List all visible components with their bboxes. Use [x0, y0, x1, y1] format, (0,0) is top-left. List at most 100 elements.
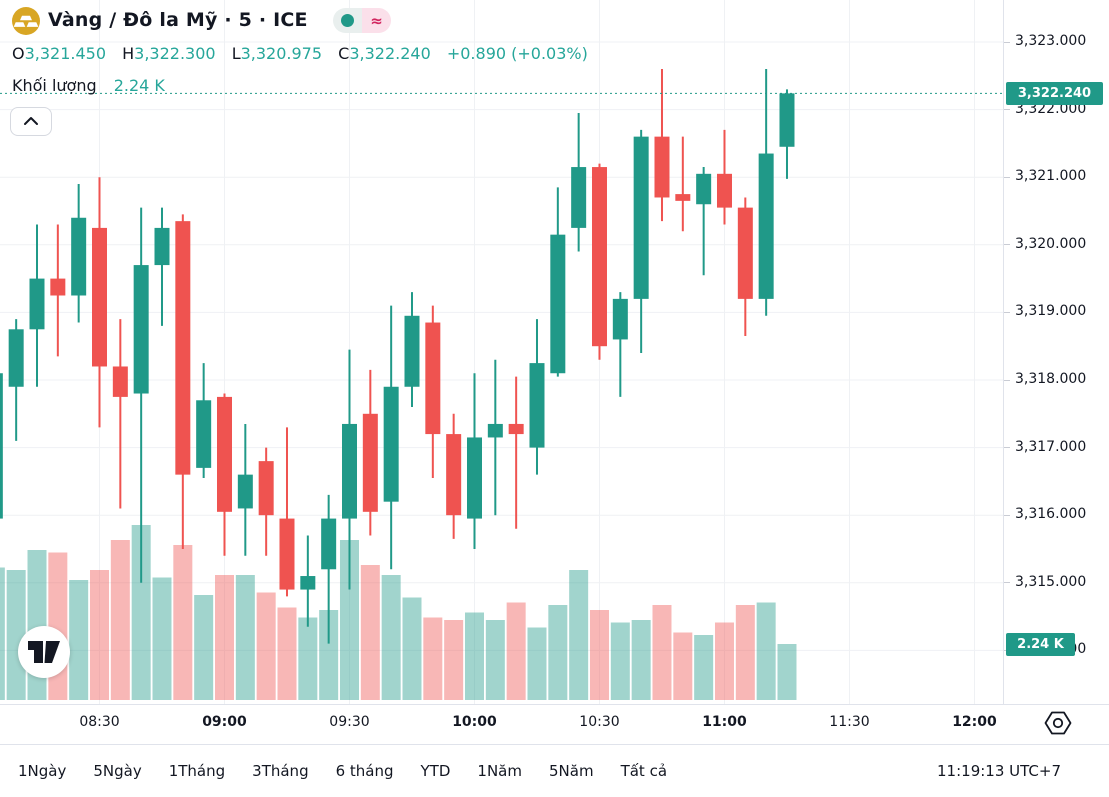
chart-canvas[interactable]	[0, 0, 1003, 704]
change-value: +0.890 (+0.03%)	[446, 44, 588, 63]
range-button-1ngày[interactable]: 1Ngày	[18, 758, 66, 784]
candle	[633, 129, 649, 353]
collapse-legend-button[interactable]	[10, 107, 52, 136]
candle	[237, 423, 253, 556]
candle	[716, 129, 732, 225]
price-tick	[1004, 582, 1010, 584]
price-tick	[1004, 41, 1010, 43]
volume-bar	[360, 565, 380, 700]
candle	[612, 292, 628, 397]
volume-bar	[527, 627, 547, 700]
volume-bar	[485, 620, 505, 700]
range-button-tất-cả[interactable]: Tất cả	[621, 758, 667, 784]
price-label: 3,315.000	[1015, 573, 1087, 590]
volume-bar	[110, 540, 130, 700]
range-button-3tháng[interactable]: 3Tháng	[252, 758, 308, 784]
time-label: 12:00	[952, 714, 997, 730]
volume-bar	[673, 632, 693, 700]
price-label: 3,317.000	[1015, 438, 1087, 455]
volume-bar	[319, 610, 339, 700]
candle	[341, 349, 357, 590]
candle	[300, 535, 316, 627]
gold-bars-icon	[12, 7, 40, 35]
clock: 11:19:13 UTC+7	[937, 762, 1061, 780]
candle	[446, 413, 462, 539]
time-label: 08:30	[79, 714, 120, 730]
candle	[29, 224, 45, 387]
candle	[258, 447, 274, 556]
volume-bar	[90, 570, 109, 700]
volume-bar	[548, 605, 568, 700]
candle	[196, 363, 212, 479]
time-label: 10:30	[579, 714, 620, 730]
volume-bar	[173, 545, 193, 700]
range-button-5năm[interactable]: 5Năm	[549, 758, 594, 784]
candle	[425, 305, 441, 479]
volume-bar	[194, 595, 214, 700]
range-button-ytd[interactable]: YTD	[421, 758, 451, 784]
chart-settings-button[interactable]	[1044, 710, 1072, 738]
open-value: 3,321.450	[24, 44, 107, 63]
volume-bar	[152, 577, 172, 700]
range-button-6-tháng[interactable]: 6 tháng	[336, 758, 394, 784]
candle	[466, 373, 482, 549]
candle	[508, 376, 524, 529]
price-axis[interactable]: 3,322.240 2.24 K 3,323.000 3,322.000 3,321…	[1003, 0, 1109, 704]
price-tick	[1004, 176, 1010, 178]
time-axis[interactable]: 08:30 09:00 09:30 10:00 10:30 11:00 11:30 12:00	[0, 704, 1109, 744]
range-button-5ngày[interactable]: 5Ngày	[93, 758, 141, 784]
candle	[133, 207, 149, 583]
price-tick	[1004, 311, 1010, 313]
price-label: 3,319.000	[1015, 303, 1087, 320]
volume-bar	[506, 602, 526, 700]
volume-bar	[214, 575, 234, 700]
close-label: C	[338, 44, 350, 63]
volume-bar	[256, 592, 276, 700]
low-label: L	[231, 44, 241, 63]
price-label: 3,323.000	[1015, 33, 1087, 49]
low-value: 3,320.975	[240, 44, 323, 63]
candle	[50, 224, 66, 357]
symbol-title: Vàng / Đô la Mỹ · 5 · ICE	[48, 9, 308, 31]
volume-bars	[0, 525, 797, 700]
volume-bar	[464, 612, 484, 700]
candle	[675, 136, 691, 232]
close-value: 3,322.240	[349, 44, 431, 63]
range-button-1tháng[interactable]: 1Tháng	[169, 758, 225, 784]
range-toolbar: 1Ngày 5Ngày 1Tháng 3Tháng 6 tháng YTD 1Năm 5Năm…	[0, 744, 1109, 797]
candle	[362, 369, 378, 536]
time-label: 11:30	[829, 714, 870, 730]
volume-bar	[756, 602, 776, 700]
range-button-1năm[interactable]: 1Năm	[477, 758, 522, 784]
candle	[654, 69, 670, 222]
current-volume-badge: 2.24 K	[1006, 632, 1075, 656]
time-label: 09:30	[329, 714, 370, 730]
time-label: 09:00	[202, 714, 247, 730]
candle	[571, 112, 587, 252]
tradingview-logo[interactable]	[18, 626, 70, 678]
candle	[779, 89, 795, 179]
volume-bar	[589, 610, 609, 700]
market-status-pill[interactable]: ≈	[333, 8, 391, 33]
price-label: 3,318.000	[1015, 371, 1087, 387]
candle	[71, 183, 87, 323]
price-tick	[1004, 447, 1010, 449]
candle	[0, 373, 3, 519]
volume-value: 2.24 K	[113, 76, 165, 95]
candle	[383, 305, 399, 570]
time-label: 10:00	[452, 714, 497, 730]
volume-bar	[777, 644, 797, 700]
volume-bar	[69, 580, 89, 700]
candle	[175, 214, 191, 549]
candle	[737, 197, 753, 337]
candle	[550, 187, 566, 377]
price-label: 3,316.000	[1015, 506, 1087, 523]
price-tick	[1004, 379, 1010, 381]
candle	[529, 319, 545, 475]
volume-bar	[652, 605, 672, 700]
volume-bar	[694, 635, 714, 700]
candle	[696, 167, 712, 276]
volume-bar	[6, 570, 26, 700]
candles	[0, 69, 795, 644]
open-label: O	[12, 44, 25, 63]
